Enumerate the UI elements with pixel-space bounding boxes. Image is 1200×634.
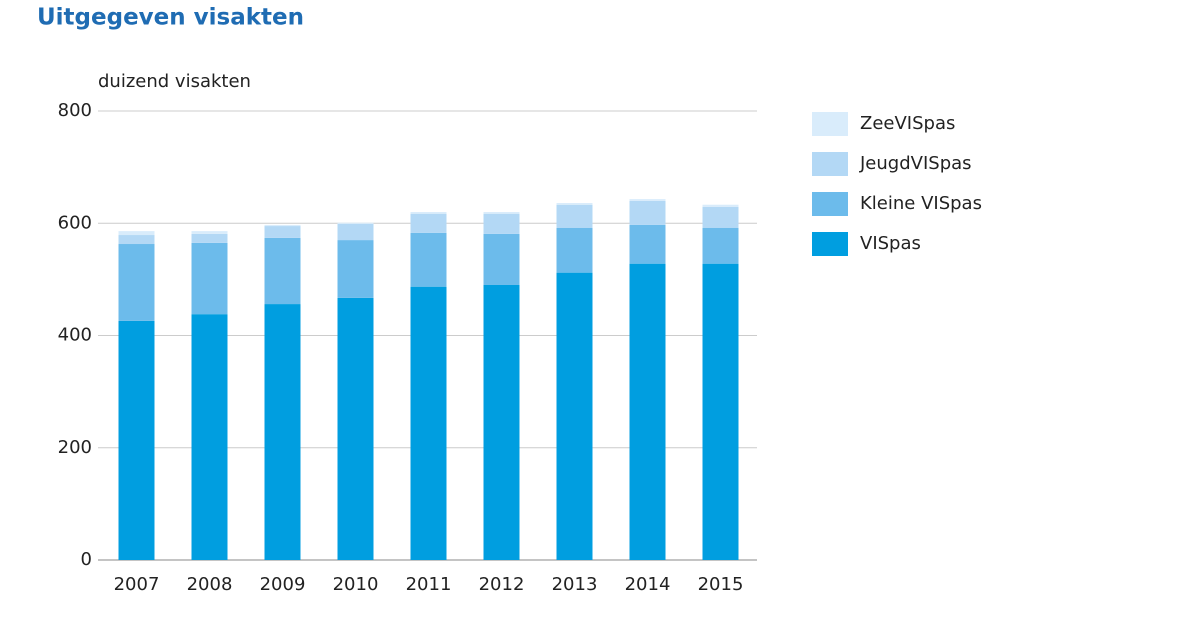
bar-segment [556, 272, 593, 560]
bar-segment [337, 223, 374, 241]
bar-segment [264, 224, 301, 227]
bar-segment [264, 304, 301, 560]
x-tick-label: 2008 [187, 574, 233, 595]
bar-segment [702, 263, 739, 560]
bar-segment [483, 284, 520, 560]
bar-segment [191, 242, 228, 315]
bar-segment [410, 212, 447, 214]
bar-segment [629, 263, 666, 560]
chart-title: Uitgegeven visakten [37, 5, 304, 31]
x-tick-label: 2011 [406, 574, 452, 595]
y-tick-label: 400 [58, 325, 92, 346]
bar-segment [118, 235, 155, 245]
bar-segment [410, 232, 447, 287]
bar-segment [629, 200, 666, 225]
bar-segment [337, 222, 374, 224]
bar-segment [483, 213, 520, 234]
bar-segment [702, 206, 739, 228]
bar-segment [483, 212, 520, 214]
bar-segment [702, 204, 739, 207]
x-tick-label: 2015 [698, 574, 744, 595]
bar-segment [264, 237, 301, 305]
bar-segment [191, 231, 228, 234]
y-axis-label: duizend visakten [98, 71, 251, 92]
bar-segment [337, 240, 374, 298]
bar-segment [410, 213, 447, 233]
y-tick-label: 200 [58, 437, 92, 458]
y-tick-label: 800 [58, 100, 92, 121]
bar-segment [118, 244, 155, 321]
legend-swatch [812, 112, 848, 136]
x-tick-label: 2012 [479, 574, 525, 595]
bar-segment [702, 227, 739, 264]
x-tick-label: 2007 [114, 574, 160, 595]
legend-swatch [812, 152, 848, 176]
bar-segment [556, 204, 593, 228]
legend-label: ZeeVISpas [860, 113, 955, 134]
bar-segment [118, 320, 155, 560]
legend-label: VISpas [860, 233, 921, 254]
bar-segment [410, 286, 447, 560]
bar-segment [118, 231, 155, 236]
legend-label: Kleine VISpas [860, 193, 982, 214]
bar-segment [337, 297, 374, 560]
x-tick-label: 2009 [260, 574, 306, 595]
legend-label: JeugdVISpas [859, 153, 972, 174]
y-tick-label: 0 [81, 549, 92, 570]
bar-segment [556, 203, 593, 205]
x-tick-label: 2014 [625, 574, 671, 595]
legend-swatch [812, 232, 848, 256]
bar-segment [629, 199, 666, 201]
bar-segment [629, 224, 666, 264]
bar-segment [264, 226, 301, 238]
bar-segment [191, 314, 228, 560]
bar-segment [556, 227, 593, 273]
legend-swatch [812, 192, 848, 216]
y-tick-label: 600 [58, 212, 92, 233]
bar-segment [191, 233, 228, 243]
bar-segment [483, 233, 520, 285]
x-tick-label: 2013 [552, 574, 598, 595]
x-tick-label: 2010 [333, 574, 379, 595]
